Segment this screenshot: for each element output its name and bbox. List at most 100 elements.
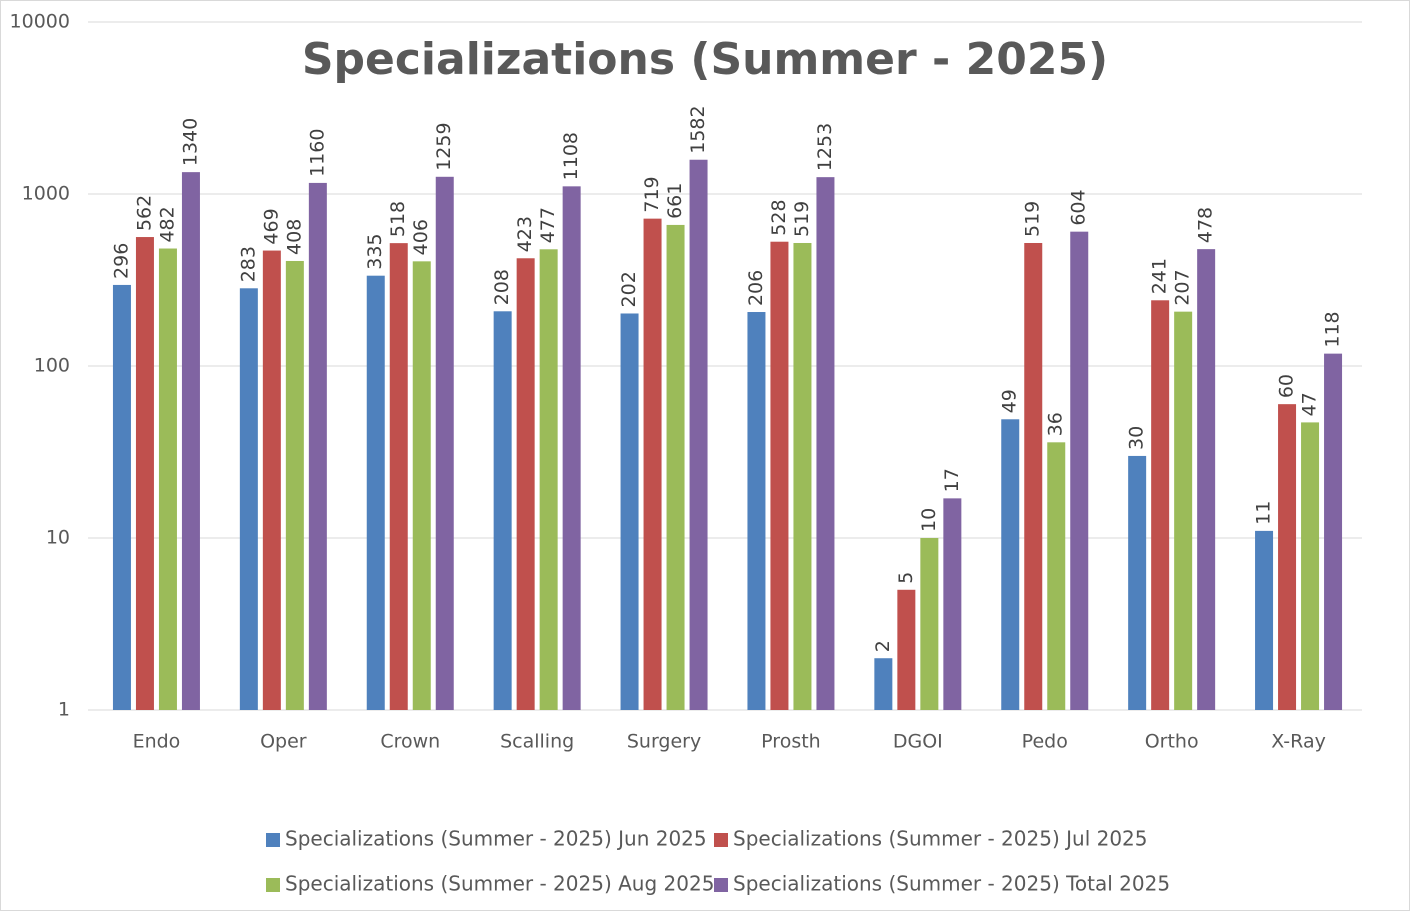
bar <box>1174 311 1193 710</box>
y-tick-label: 1000 <box>22 183 70 205</box>
data-label: 482 <box>156 206 178 242</box>
data-label: 283 <box>237 246 259 282</box>
x-tick-label: DGOI <box>893 731 943 753</box>
bar <box>1070 231 1089 710</box>
bar <box>262 250 281 710</box>
bar <box>1197 249 1216 710</box>
bar <box>285 260 304 710</box>
data-label: 477 <box>537 207 559 243</box>
bar <box>435 176 454 710</box>
data-label: 1160 <box>306 129 328 177</box>
bar <box>135 237 154 710</box>
bar <box>181 172 200 711</box>
data-label: 47 <box>1299 392 1321 416</box>
bar <box>412 261 431 710</box>
bar <box>158 248 177 710</box>
bar <box>493 311 512 710</box>
data-label: 241 <box>1149 258 1171 294</box>
bar <box>793 242 812 710</box>
bar <box>539 249 558 710</box>
x-tick-label: Crown <box>380 731 440 753</box>
legend-swatch <box>714 878 728 892</box>
data-label: 36 <box>1045 412 1067 436</box>
bar <box>308 182 327 711</box>
bar <box>943 498 962 710</box>
chart-title: Specializations (Summer - 2025) <box>302 34 1108 85</box>
data-label: 202 <box>618 271 640 307</box>
x-tick-label: Ortho <box>1145 731 1199 753</box>
data-label: 528 <box>768 199 790 235</box>
data-label: 208 <box>491 269 513 305</box>
legend-label: Specializations (Summer - 2025) Jun 2025 <box>285 827 707 851</box>
bar <box>770 241 789 710</box>
data-label: 118 <box>1322 311 1344 347</box>
bar <box>1301 422 1320 710</box>
data-label: 604 <box>1068 189 1090 225</box>
bar <box>816 177 835 711</box>
x-tick-label: Endo <box>133 731 181 753</box>
data-label: 2 <box>872 640 894 652</box>
bar <box>1151 300 1170 710</box>
legend-label: Specializations (Summer - 2025) Total 20… <box>733 872 1170 896</box>
bar <box>1278 404 1297 710</box>
data-label: 661 <box>664 183 686 219</box>
bar <box>920 538 939 710</box>
data-label: 296 <box>110 243 132 279</box>
x-tick-label: X-Ray <box>1271 731 1326 753</box>
bar <box>1128 455 1147 710</box>
bar <box>1047 442 1066 710</box>
data-label: 10 <box>918 508 940 532</box>
bar <box>689 159 708 711</box>
data-label: 30 <box>1126 426 1148 450</box>
x-tick-label: Surgery <box>627 731 701 753</box>
data-label: 469 <box>260 208 282 244</box>
bar <box>562 186 581 710</box>
data-label: 423 <box>514 216 536 252</box>
data-label: 60 <box>1276 374 1298 398</box>
data-label: 1340 <box>179 118 201 166</box>
data-label: 206 <box>745 270 767 306</box>
data-label: 335 <box>364 233 386 269</box>
data-label: 1259 <box>433 122 455 170</box>
legend-swatch <box>266 833 280 847</box>
legend-label: Specializations (Summer - 2025) Jul 2025 <box>733 827 1148 851</box>
data-label: 49 <box>999 389 1021 413</box>
bar <box>239 288 258 710</box>
bar <box>620 313 639 710</box>
y-tick-label: 1 <box>58 699 70 721</box>
bar <box>112 284 131 710</box>
data-label: 17 <box>941 468 963 492</box>
data-label: 207 <box>1172 269 1194 305</box>
data-label: 11 <box>1253 501 1275 525</box>
data-label: 406 <box>410 219 432 255</box>
legend-swatch <box>714 833 728 847</box>
data-label: 5 <box>895 572 917 584</box>
bar <box>1324 353 1343 710</box>
bar <box>747 312 766 710</box>
data-label: 478 <box>1195 207 1217 243</box>
bar <box>666 224 685 710</box>
data-label: 1108 <box>560 132 582 180</box>
data-label: 519 <box>791 201 813 237</box>
x-tick-label: Oper <box>260 731 307 753</box>
data-label: 408 <box>283 219 305 255</box>
y-tick-label: 10000 <box>10 11 70 33</box>
bar <box>643 218 662 710</box>
bar <box>1024 242 1043 710</box>
bar <box>897 589 916 710</box>
y-tick-label: 100 <box>34 355 70 377</box>
x-tick-label: Pedo <box>1022 731 1068 753</box>
data-label: 562 <box>133 195 155 231</box>
bar <box>874 658 893 710</box>
bar <box>389 243 408 710</box>
x-tick-label: Prosth <box>761 731 821 753</box>
legend-label: Specializations (Summer - 2025) Aug 2025 <box>285 872 714 896</box>
x-tick-label: Scalling <box>500 731 574 753</box>
data-label: 1253 <box>814 123 836 171</box>
data-label: 519 <box>1022 201 1044 237</box>
bar <box>1001 419 1020 710</box>
data-label: 1582 <box>687 105 709 153</box>
y-tick-label: 10 <box>46 527 70 549</box>
bar <box>366 275 385 710</box>
